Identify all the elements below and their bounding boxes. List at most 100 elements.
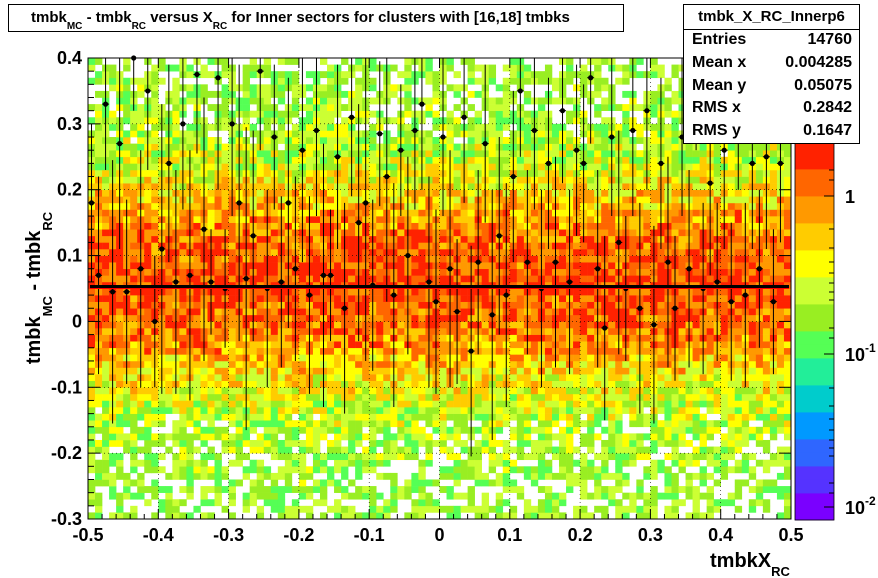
heatmap-cell (467, 472, 475, 480)
heatmap-cell (305, 169, 314, 177)
heatmap-cell (559, 235, 567, 243)
heatmap-cell (151, 439, 159, 447)
heatmap-cell (263, 433, 272, 441)
heatmap-cell (228, 295, 236, 302)
heatmap-cell (657, 492, 665, 500)
heatmap-cell (348, 393, 356, 401)
heatmap-cell (495, 472, 504, 480)
heatmap-cell (594, 156, 602, 164)
heatmap-cell (636, 123, 644, 131)
heatmap-cell (221, 380, 229, 388)
heatmap-cell (383, 505, 391, 513)
heatmap-cell (397, 308, 405, 316)
heatmap-cell (530, 209, 539, 217)
heatmap-cell (636, 150, 644, 158)
heatmap-cell (144, 189, 152, 197)
heatmap-cell (544, 347, 553, 355)
heatmap-cell (446, 84, 454, 92)
heatmap-cell (383, 459, 391, 467)
heatmap-cell (116, 413, 124, 421)
heatmap-cell (629, 321, 637, 329)
heatmap-cell (439, 347, 447, 355)
heatmap-cell (383, 354, 391, 362)
heatmap-cell (502, 84, 511, 92)
heatmap-cell (256, 176, 265, 184)
heatmap-cell (643, 202, 651, 210)
heatmap-cell (277, 453, 286, 461)
heatmap-cell (123, 479, 131, 487)
heatmap-cell (123, 472, 131, 480)
heatmap-cell (615, 420, 623, 428)
heatmap-cell (207, 499, 215, 507)
heatmap-cell (523, 466, 532, 474)
heatmap-cell (376, 420, 384, 428)
heatmap-cell (334, 393, 342, 401)
heatmap-cell (509, 360, 518, 368)
heatmap-cell (453, 183, 461, 191)
heatmap-cell (348, 374, 356, 381)
heatmap-cell (312, 242, 321, 250)
heatmap-cell (383, 380, 391, 388)
heatmap-cell (221, 104, 229, 111)
heatmap-cell (270, 229, 279, 237)
heatmap-cell (594, 58, 602, 65)
heatmap-cell (186, 433, 194, 441)
heatmap-cell (348, 380, 356, 388)
heatmap-cell (228, 492, 236, 500)
heatmap-cell (144, 426, 152, 434)
heatmap-cell (151, 143, 159, 151)
heatmap-cell (587, 387, 595, 395)
heatmap-cell (249, 446, 258, 454)
heatmap-cell (221, 143, 229, 151)
heatmap-cell (327, 156, 335, 164)
heatmap-cell (249, 439, 258, 447)
heatmap-cell (348, 360, 356, 368)
heatmap-cell (186, 446, 194, 454)
heatmap-cell (214, 387, 222, 395)
heatmap-cell (256, 347, 265, 355)
heatmap-cell (580, 301, 588, 309)
heatmap-cell (249, 407, 258, 414)
heatmap-cell (383, 446, 391, 454)
heatmap-cell (193, 262, 201, 270)
heatmap-cell (179, 255, 187, 263)
heatmap-cell (439, 242, 447, 250)
heatmap-cell (573, 420, 581, 428)
heatmap-cell (291, 387, 300, 395)
heatmap-cell (523, 499, 532, 507)
heatmap-cell (537, 169, 546, 177)
heatmap-cell (263, 150, 272, 158)
heatmap-cell (256, 328, 265, 335)
heatmap-cell (284, 380, 293, 388)
heatmap-cell (256, 472, 265, 480)
heatmap-cell (144, 466, 152, 474)
heatmap-cell (622, 189, 630, 197)
heatmap-cell (334, 439, 342, 447)
heatmap-cell (559, 209, 567, 217)
heatmap-cell (355, 90, 363, 98)
heatmap-cell (355, 426, 363, 434)
heatmap-cell (270, 321, 279, 329)
heatmap-cell (566, 466, 574, 474)
heatmap-cell (355, 58, 363, 65)
heatmap-cell (404, 492, 412, 500)
heatmap-cell (523, 387, 532, 395)
heatmap-cell (179, 374, 187, 381)
heatmap-cell (362, 393, 370, 401)
heatmap-cell (116, 374, 124, 381)
heatmap-cell (502, 104, 511, 111)
heatmap-cell (200, 374, 208, 381)
heatmap-cell (298, 420, 307, 428)
heatmap-cell (179, 387, 187, 395)
heatmap-cell (530, 262, 539, 270)
heatmap-cell (467, 196, 475, 204)
heatmap-cell (151, 393, 159, 401)
heatmap-cell (376, 275, 384, 283)
heatmap-cell (88, 512, 96, 520)
heatmap-cell (165, 360, 173, 368)
heatmap-cell (467, 222, 475, 230)
heatmap-cell (580, 439, 588, 447)
heatmap-cell (537, 505, 546, 513)
heatmap-cell (516, 486, 525, 493)
heatmap-cell (453, 453, 461, 461)
